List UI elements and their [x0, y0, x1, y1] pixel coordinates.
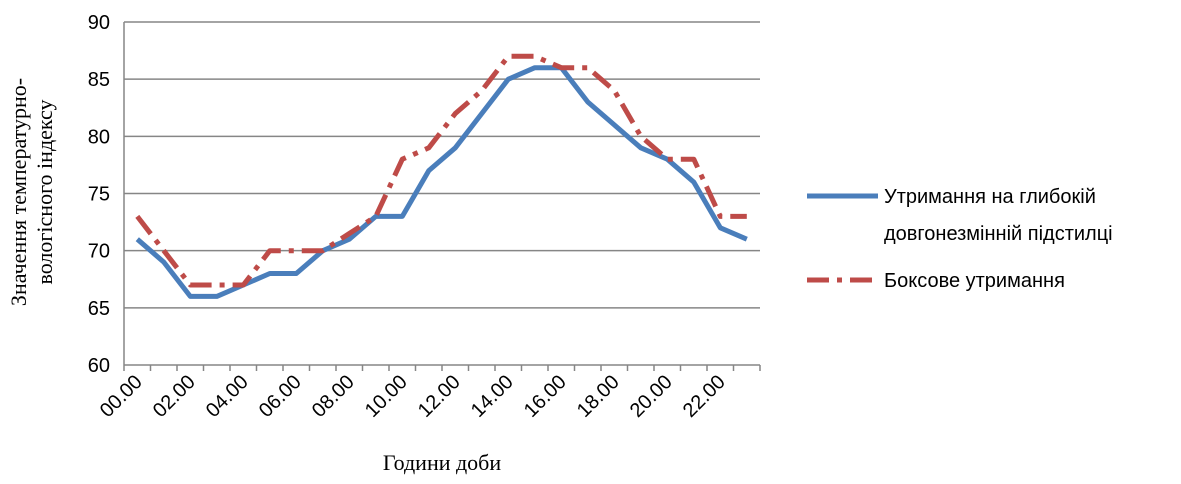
legend-label-deep-litter-line1: Утримання на глибокій — [884, 186, 1096, 208]
y-tick-label-60: 60 — [88, 355, 110, 377]
y-tick-label-75: 75 — [88, 184, 110, 206]
x-tick-label-20.00: 20.00 — [626, 371, 677, 422]
x-tick-label-22.00: 22.00 — [679, 371, 730, 422]
y-axis-title-line2: вологісного індексу — [32, 99, 57, 284]
x-tick-label-10.00: 10.00 — [361, 371, 412, 422]
x-tick-labels: 00.00 02.00 04.00 06.00 08.00 10.00 12.00 14.00… — [96, 371, 730, 422]
y-tick-label-65: 65 — [88, 298, 110, 320]
x-tick-label-12.00: 12.00 — [414, 371, 465, 422]
legend-label-deep-litter-line2: довгонезмінній підстилці — [884, 223, 1113, 245]
x-axis-title: Години доби — [383, 450, 502, 475]
gridlines — [124, 21, 760, 309]
y-tick-label-70: 70 — [88, 241, 110, 263]
x-tick-label-02.00: 02.00 — [149, 371, 200, 422]
x-tick-label-08.00: 08.00 — [308, 371, 359, 422]
x-tick-marks — [123, 365, 761, 371]
y-tick-label-85: 85 — [88, 69, 110, 91]
y-tick-label-90: 90 — [88, 12, 110, 34]
legend-label-box-line1: Боксове утримання — [884, 270, 1065, 292]
x-tick-label-06.00: 06.00 — [255, 371, 306, 422]
series-line-box — [135, 53, 747, 288]
series-line-deep-litter — [135, 65, 748, 299]
x-tick-label-00.00: 00.00 — [96, 371, 147, 422]
y-axis-title-line1: Значення температурно- — [6, 78, 31, 306]
y-tick-label-80: 80 — [88, 126, 110, 148]
series-lines — [135, 53, 748, 299]
x-tick-label-14.00: 14.00 — [467, 371, 518, 422]
y-tick-labels: 60 65 70 75 80 85 90 — [88, 12, 110, 377]
legend: Утримання на глибокій довгонезмінній під… — [807, 186, 1113, 292]
x-tick-label-04.00: 04.00 — [202, 371, 253, 422]
x-tick-label-18.00: 18.00 — [573, 371, 624, 422]
x-tick-label-16.00: 16.00 — [520, 371, 571, 422]
